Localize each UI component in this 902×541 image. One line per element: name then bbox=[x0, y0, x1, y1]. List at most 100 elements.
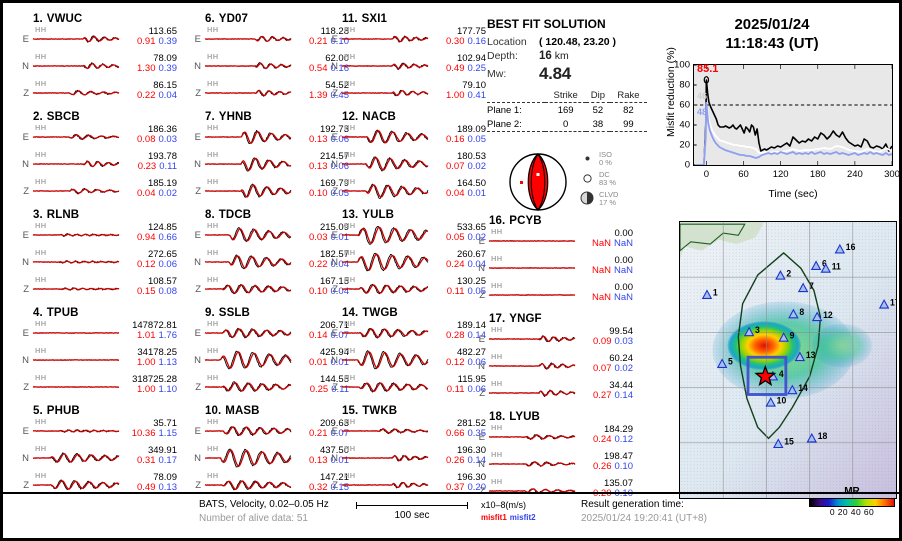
station-number: 8. bbox=[205, 209, 215, 221]
station-block: 7. YHNB E HH 192.73 0.13 0.06 N HH 214.57 0.13 0.06… bbox=[189, 111, 349, 205]
waveform-trace bbox=[341, 153, 429, 175]
channel-label: HH bbox=[207, 275, 219, 284]
station-header: 18. LYUB bbox=[489, 411, 633, 423]
trace-amplitude: 0.00 bbox=[614, 282, 634, 293]
station-number: 11. bbox=[342, 13, 358, 25]
waveform-trace bbox=[204, 474, 292, 496]
channel-label: HH bbox=[491, 423, 503, 432]
channel-label: HH bbox=[207, 177, 219, 186]
composition-value: 0 % bbox=[599, 158, 612, 167]
trace-amplitude: 135.07 bbox=[603, 478, 633, 489]
trace-misfits: 1.30 0.39 bbox=[137, 63, 177, 74]
component-label: E bbox=[331, 34, 338, 45]
channel-label: HH bbox=[344, 417, 356, 426]
waveform-trace bbox=[341, 251, 429, 273]
station-header: 11. SXI1 bbox=[342, 13, 486, 25]
station-name: YNGF bbox=[509, 313, 542, 325]
station-block: 18. LYUB E HH 184.29 0.24 0.12 N HH 198.47 0.26 0.1… bbox=[473, 411, 633, 505]
misfit1-value: 0.26 bbox=[446, 455, 465, 466]
misfit1-value: 0.27 bbox=[593, 390, 612, 401]
misfit1-value: 0.12 bbox=[137, 259, 156, 270]
component-label: N bbox=[194, 355, 201, 366]
trace-misfits: 0.23 0.11 bbox=[138, 161, 177, 172]
trace-amplitude: 78.09 bbox=[153, 472, 177, 483]
trace-amplitude: 177.75 bbox=[456, 26, 486, 37]
station-header: 14. TWGB bbox=[342, 307, 486, 319]
trace-row: N HH 193.78 0.23 0.11 bbox=[17, 150, 177, 178]
waveform-trace bbox=[32, 447, 120, 469]
component-label: N bbox=[22, 453, 29, 464]
trace-row: N HH 260.67 0.24 0.04 bbox=[326, 248, 486, 276]
misfit2-value: 0.02 bbox=[158, 188, 178, 199]
misfit1-value: 0.13 bbox=[309, 455, 328, 466]
station-number: 7. bbox=[205, 111, 215, 123]
misfit2-value: 0.06 bbox=[330, 161, 350, 172]
station-block: 4. TPUB E HH 147872.81 1.01 1.76 N HH 34178.25 1.0… bbox=[17, 307, 177, 401]
mw-label: Mw: bbox=[487, 68, 507, 80]
station-header: 13. YULB bbox=[342, 209, 486, 221]
misfit2-value: 0.08 bbox=[158, 286, 178, 297]
misfit2-value: 1.10 bbox=[158, 384, 178, 395]
station-header: 16. PCYB bbox=[489, 215, 633, 227]
channel-label: HH bbox=[35, 123, 47, 132]
trace-amplitude: 193.78 bbox=[147, 151, 177, 162]
trace-amplitude: 0.00 bbox=[614, 255, 634, 266]
trace-amplitude: 184.29 bbox=[603, 424, 633, 435]
station-number: 18. bbox=[489, 411, 506, 423]
misfit1-value: 1.00 bbox=[137, 384, 156, 395]
channel-label: HH bbox=[207, 52, 219, 61]
trace-amplitude: 99.54 bbox=[609, 326, 633, 337]
component-label: E bbox=[22, 132, 29, 143]
component-label: E bbox=[194, 132, 201, 143]
waveform-trace bbox=[32, 126, 120, 148]
component-label: Z bbox=[195, 382, 201, 393]
trace-row: E HH 177.75 0.30 0.16 bbox=[326, 25, 486, 53]
misfit2-value: 0.01 bbox=[330, 357, 350, 368]
trace-row: N HH 34178.25 1.00 1.13 bbox=[17, 346, 177, 374]
trace-misfits: 0.11 0.05 bbox=[447, 286, 486, 297]
svg-text:17: 17 bbox=[890, 297, 896, 307]
channel-label: HH bbox=[344, 150, 356, 159]
misfit1-value: 1.00 bbox=[137, 357, 156, 368]
station-number: 12. bbox=[342, 111, 359, 123]
plane-value: 52 bbox=[592, 105, 604, 116]
map-colorbar: MR 0 20 40 60 bbox=[809, 486, 895, 517]
waveform-trace bbox=[32, 349, 120, 371]
trace-amplitude: 124.85 bbox=[147, 222, 177, 233]
component-label: N bbox=[22, 61, 29, 72]
trace-row: N HH 60.24 0.07 0.02 bbox=[473, 352, 633, 380]
scale-bar-line bbox=[356, 502, 468, 509]
station-name: SBCB bbox=[46, 111, 80, 123]
trace-row: N HH 180.53 0.07 0.02 bbox=[326, 150, 486, 178]
trace-amplitude: 185.19 bbox=[147, 178, 177, 189]
trace-misfits: 0.16 0.05 bbox=[446, 134, 486, 145]
waveform-trace bbox=[341, 474, 429, 496]
channel-label: HH bbox=[207, 373, 219, 382]
waveform-trace bbox=[341, 376, 429, 398]
channel-label: HH bbox=[344, 346, 356, 355]
trace-misfits: 10.36 1.15 bbox=[132, 428, 177, 439]
depth-value: 16 bbox=[539, 50, 552, 62]
station-name: NACB bbox=[362, 111, 396, 123]
misfit2-value: 0.01 bbox=[330, 232, 350, 243]
waveform-trace bbox=[204, 447, 292, 469]
trace-misfits: 0.31 0.17 bbox=[137, 455, 177, 466]
misfit1-value: 0.28 bbox=[446, 330, 465, 341]
station-header: 2. SBCB bbox=[33, 111, 177, 123]
station-name: YHNB bbox=[218, 111, 252, 123]
mw-value: 4.84 bbox=[539, 64, 571, 83]
misfit2-value: 0.66 bbox=[158, 232, 178, 243]
svg-text:5: 5 bbox=[728, 357, 733, 367]
waveform-trace bbox=[341, 224, 429, 246]
trace-amplitude: 182.57 bbox=[319, 249, 349, 260]
misfit1-value: 0.01 bbox=[309, 357, 328, 368]
station-number: 14. bbox=[342, 307, 359, 319]
trace-misfits: 0.07 0.02 bbox=[593, 363, 633, 374]
trace-misfits: 1.00 1.10 bbox=[137, 384, 177, 395]
misfit1-value: 0.24 bbox=[593, 434, 612, 445]
waveform-trace bbox=[488, 230, 576, 252]
trace-row: Z HH 318725.28 1.00 1.10 bbox=[17, 373, 177, 401]
misfit2-value: 0.01 bbox=[330, 455, 350, 466]
trace-misfits: 1.39 0.45 bbox=[309, 90, 349, 101]
trace-misfits: 0.12 0.06 bbox=[137, 259, 177, 270]
